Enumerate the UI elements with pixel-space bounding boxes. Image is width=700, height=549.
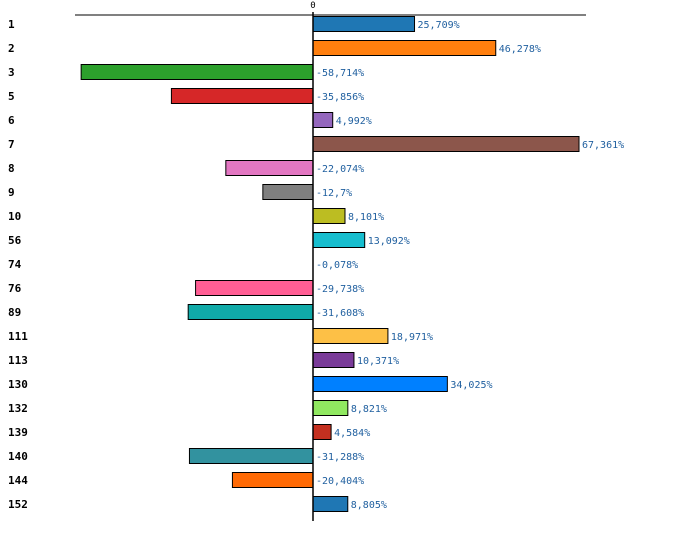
category-label: 139 bbox=[8, 426, 28, 439]
category-label: 111 bbox=[8, 330, 28, 343]
bar bbox=[312, 400, 349, 416]
value-label: 8,101% bbox=[348, 212, 384, 223]
bar bbox=[195, 280, 314, 296]
category-label: 3 bbox=[8, 66, 15, 79]
category-label: 144 bbox=[8, 474, 28, 487]
value-label: -35,856% bbox=[316, 92, 364, 103]
value-label: -31,288% bbox=[316, 452, 364, 463]
category-label: 8 bbox=[8, 162, 15, 175]
category-label: 89 bbox=[8, 306, 21, 319]
bar bbox=[312, 328, 389, 344]
value-label: 18,971% bbox=[391, 332, 433, 343]
value-label: -58,714% bbox=[316, 68, 364, 79]
value-label: -22,074% bbox=[316, 164, 364, 175]
category-label: 130 bbox=[8, 378, 28, 391]
value-label: 8,805% bbox=[351, 500, 387, 511]
value-label: 46,278% bbox=[499, 44, 541, 55]
category-label: 56 bbox=[8, 234, 22, 247]
value-label: -29,738% bbox=[316, 284, 364, 295]
category-label: 9 bbox=[8, 186, 15, 199]
bar bbox=[312, 496, 349, 512]
value-label: 67,361% bbox=[582, 140, 624, 151]
category-label: 140 bbox=[8, 450, 28, 463]
value-label: 4,992% bbox=[336, 116, 372, 127]
value-label: -31,608% bbox=[316, 308, 364, 319]
value-label: 10,371% bbox=[357, 356, 399, 367]
bar bbox=[312, 208, 346, 224]
bar bbox=[312, 352, 355, 368]
bar bbox=[170, 88, 314, 104]
category-label: 6 bbox=[8, 114, 15, 127]
value-label: -0,078% bbox=[316, 260, 358, 271]
value-label: -12,7% bbox=[316, 188, 352, 199]
bar bbox=[312, 16, 416, 32]
bar bbox=[312, 232, 366, 248]
category-label: 113 bbox=[8, 354, 28, 367]
category-label: 132 bbox=[8, 402, 28, 415]
zero-tick-label: 0 bbox=[310, 1, 315, 11]
value-label: 8,821% bbox=[351, 404, 387, 415]
bar bbox=[80, 64, 314, 80]
value-label: 13,092% bbox=[368, 236, 410, 247]
category-label: 1 bbox=[8, 18, 15, 31]
value-label: -20,404% bbox=[316, 476, 364, 487]
bar bbox=[312, 40, 497, 56]
bar bbox=[187, 304, 314, 320]
bar bbox=[312, 136, 580, 152]
category-label: 10 bbox=[8, 210, 21, 223]
bar bbox=[312, 112, 334, 128]
bar bbox=[312, 424, 332, 440]
bar bbox=[225, 160, 314, 176]
bar bbox=[231, 472, 314, 488]
value-label: 25,709% bbox=[418, 20, 460, 31]
category-label: 5 bbox=[8, 90, 15, 103]
bar bbox=[262, 184, 314, 200]
category-label: 74 bbox=[8, 258, 22, 271]
value-label: 34,025% bbox=[450, 380, 492, 391]
bar bbox=[188, 448, 314, 464]
category-label: 7 bbox=[8, 138, 15, 151]
category-label: 76 bbox=[8, 282, 22, 295]
category-label: 2 bbox=[8, 42, 15, 55]
category-label: 152 bbox=[8, 498, 28, 511]
bars-group: 1 25,709% 2 46,278% 3 -58,714% 5 -35,856% 6 4,992… bbox=[8, 16, 624, 512]
bar bbox=[312, 376, 448, 392]
value-label: 4,584% bbox=[334, 428, 370, 439]
